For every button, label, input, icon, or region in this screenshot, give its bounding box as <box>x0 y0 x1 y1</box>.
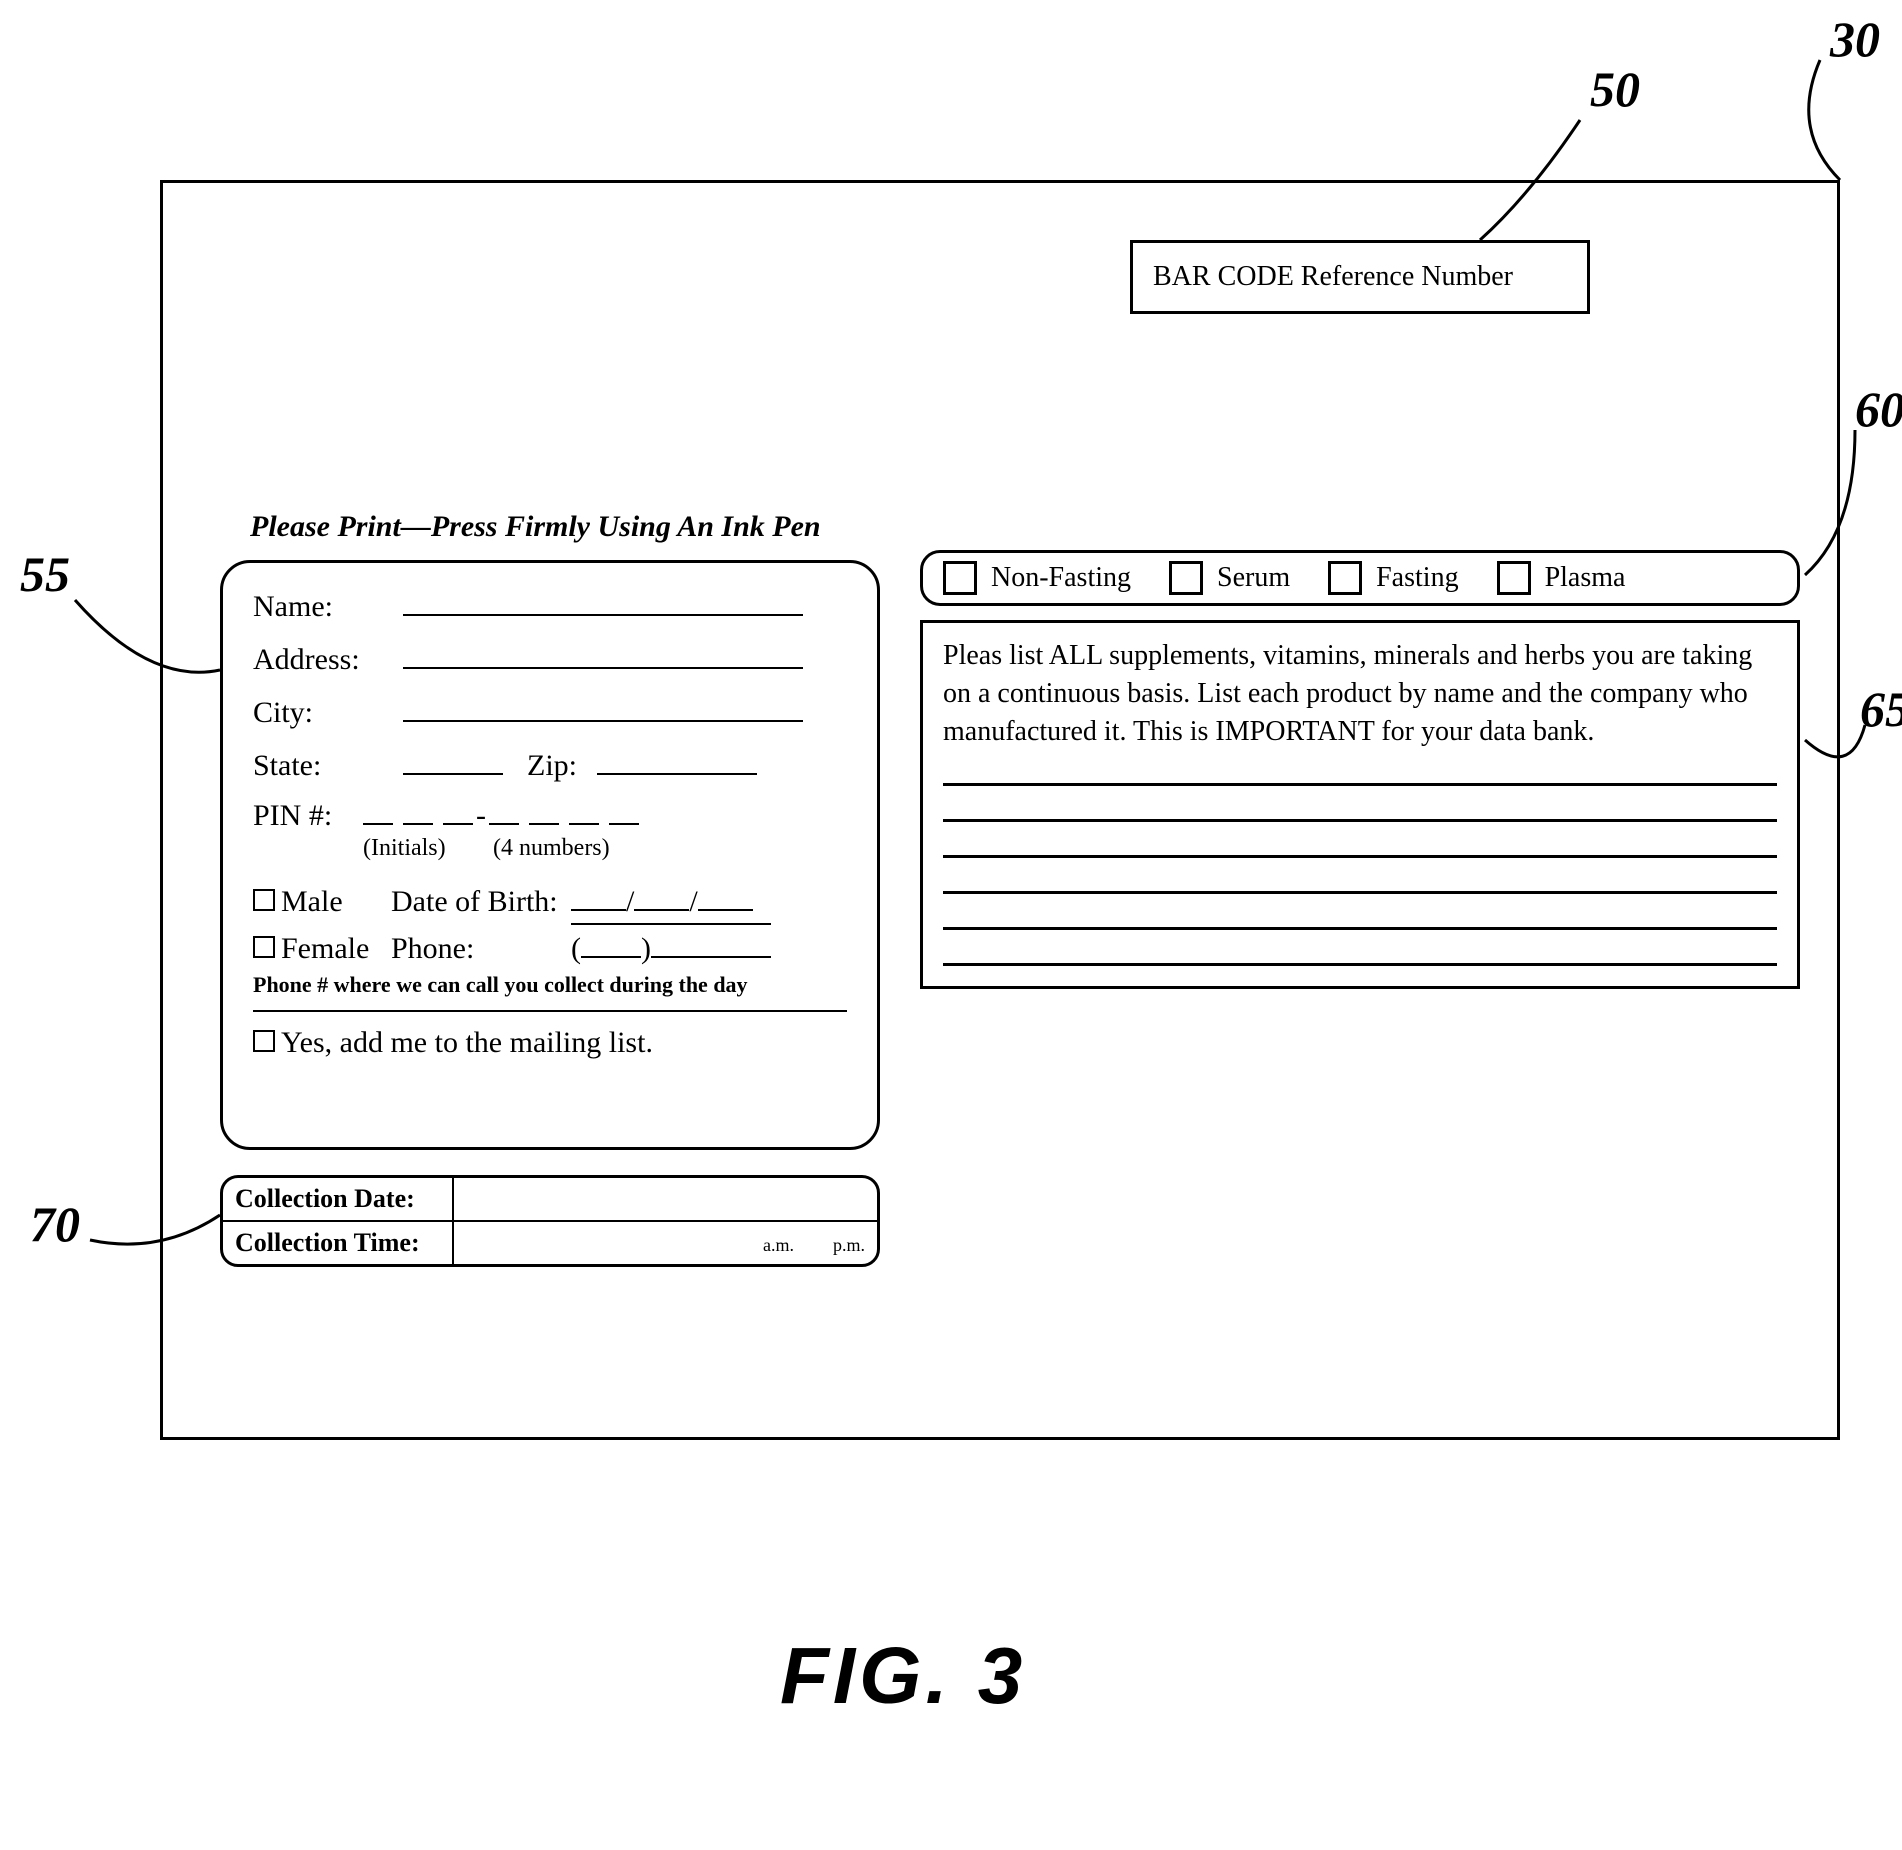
male-checkbox[interactable] <box>253 889 275 911</box>
pin-initials-field[interactable] <box>363 795 473 825</box>
patient-info-box: Name: Address: City: State: Zip: PIN #: … <box>220 560 880 1150</box>
nonfasting-checkbox[interactable] <box>943 561 977 595</box>
address-label: Address: <box>253 643 403 677</box>
supp-line-1[interactable] <box>943 756 1777 786</box>
serum-checkbox[interactable] <box>1169 561 1203 595</box>
callout-60: 60 <box>1855 380 1902 438</box>
zip-label: Zip: <box>527 749 597 783</box>
mailing-label: Yes, add me to the mailing list. <box>281 1026 653 1060</box>
zip-field[interactable] <box>597 742 757 775</box>
supp-line-5[interactable] <box>943 900 1777 930</box>
address-field[interactable] <box>403 636 803 669</box>
female-label: Female <box>281 932 391 966</box>
name-field[interactable] <box>403 583 803 616</box>
plasma-label: Plasma <box>1545 562 1626 594</box>
collection-date-field[interactable] <box>453 1178 877 1221</box>
pin-numbers-hint: (4 numbers) <box>493 835 610 862</box>
callout-50: 50 <box>1590 60 1640 118</box>
fasting-label: Fasting <box>1376 562 1458 594</box>
callout-55: 55 <box>20 545 70 603</box>
city-field[interactable] <box>403 689 803 722</box>
figure-caption: FIG. 3 <box>780 1630 1026 1722</box>
pin-numbers-field[interactable] <box>489 795 639 825</box>
pin-label: PIN #: <box>253 799 363 833</box>
male-label: Male <box>281 885 391 919</box>
barcode-label: BAR CODE Reference Number <box>1153 261 1513 292</box>
dob-field[interactable]: // <box>571 878 753 919</box>
phone-label: Phone: <box>391 932 571 966</box>
nonfasting-label: Non-Fasting <box>991 562 1131 594</box>
supp-line-2[interactable] <box>943 792 1777 822</box>
supp-line-4[interactable] <box>943 864 1777 894</box>
fasting-checkbox[interactable] <box>1328 561 1362 595</box>
instruction-text: Please Print—Press Firmly Using An Ink P… <box>250 510 821 544</box>
collection-box: Collection Date: Collection Time: a.m. p… <box>220 1175 880 1267</box>
collection-time-label: Collection Time: <box>223 1221 453 1264</box>
pm-label: p.m. <box>833 1235 865 1255</box>
phone-field[interactable]: () <box>571 923 771 966</box>
state-label: State: <box>253 749 403 783</box>
pin-initials-hint: (Initials) <box>363 835 493 862</box>
barcode-box: BAR CODE Reference Number <box>1130 240 1590 314</box>
name-label: Name: <box>253 590 403 624</box>
collection-time-field[interactable]: a.m. p.m. <box>453 1221 877 1264</box>
sample-type-box: Non-Fasting Serum Fasting Plasma <box>920 550 1800 606</box>
mailing-checkbox[interactable] <box>253 1030 275 1052</box>
am-label: a.m. <box>763 1235 794 1255</box>
collection-date-label: Collection Date: <box>223 1178 453 1221</box>
state-field[interactable] <box>403 742 503 775</box>
supplements-text: Pleas list ALL supplements, vitamins, mi… <box>943 637 1777 750</box>
phone-note: Phone # where we can call you collect du… <box>253 972 847 998</box>
dob-label: Date of Birth: <box>391 885 571 919</box>
callout-70: 70 <box>30 1195 80 1253</box>
callout-30: 30 <box>1830 10 1880 68</box>
female-checkbox[interactable] <box>253 936 275 958</box>
serum-label: Serum <box>1217 562 1290 594</box>
city-label: City: <box>253 696 403 730</box>
supp-line-3[interactable] <box>943 828 1777 858</box>
plasma-checkbox[interactable] <box>1497 561 1531 595</box>
supp-line-6[interactable] <box>943 936 1777 966</box>
callout-65: 65 <box>1860 680 1902 738</box>
supplements-box: Pleas list ALL supplements, vitamins, mi… <box>920 620 1800 989</box>
